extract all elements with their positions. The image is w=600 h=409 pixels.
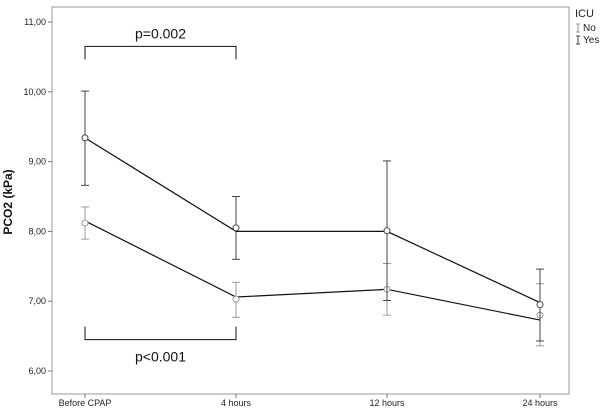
x-tick-label: 12 hours xyxy=(369,398,405,408)
significance-bracket: p<0.001 xyxy=(84,326,237,365)
mean-point xyxy=(536,301,544,309)
y-axis: 6,00 7,00 8,00 9,00 10,00 11,00 xyxy=(23,17,52,376)
mean-point xyxy=(81,219,89,227)
plot-frame xyxy=(51,6,570,395)
bracket-line xyxy=(84,45,237,60)
series-layer xyxy=(81,90,544,347)
legend-entry-yes: Yes xyxy=(583,35,599,46)
series-line xyxy=(84,137,541,304)
legend-entry-no: No xyxy=(583,23,596,34)
y-tick-label: 6,00 xyxy=(28,366,46,376)
mean-point xyxy=(232,224,240,232)
x-tick-label: 24 hours xyxy=(522,398,558,408)
series-no xyxy=(81,206,544,347)
mean-point xyxy=(81,134,89,142)
legend-title: ICU xyxy=(575,8,594,20)
x-tick-label: 4 hours xyxy=(221,398,252,408)
bracket-line xyxy=(84,326,237,341)
y-tick-label: 8,00 xyxy=(28,226,46,236)
series-yes xyxy=(81,90,544,342)
y-tick-label: 9,00 xyxy=(28,157,46,167)
y-tick-label: 11,00 xyxy=(24,17,46,27)
series-line xyxy=(84,220,541,321)
y-axis-label: PCO2 (kPa) xyxy=(1,169,15,234)
x-tick-label: Before CPAP xyxy=(59,398,112,408)
p-value-label: p<0.001 xyxy=(135,349,186,365)
y-tick-label: 7,00 xyxy=(28,296,46,306)
p-value-label: p=0.002 xyxy=(135,25,186,41)
mean-point xyxy=(383,227,391,235)
significance-bracket: p=0.002 xyxy=(84,25,237,60)
y-tick-label: 10,00 xyxy=(23,87,46,97)
mean-point xyxy=(232,295,240,303)
x-axis: Before CPAP 4 hours 12 hours 24 hours xyxy=(59,394,558,408)
annotation-layer: p=0.002 p<0.001 xyxy=(84,25,237,365)
